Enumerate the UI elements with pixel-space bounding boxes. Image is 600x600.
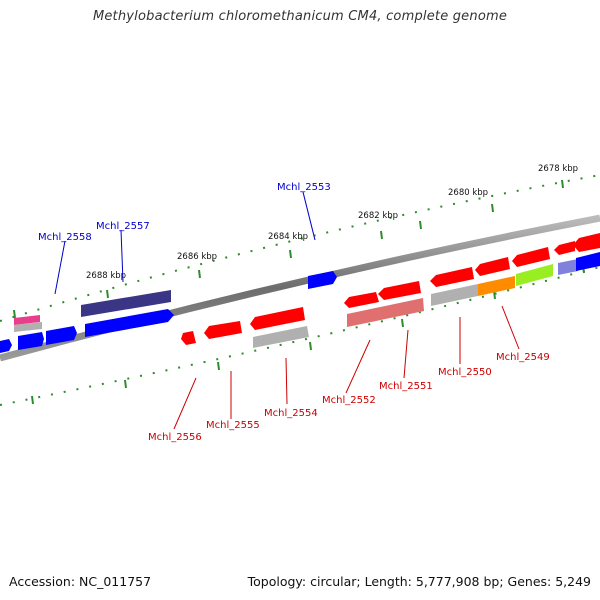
gene-label-mchl-2554: Mchl_2554 [264,408,318,419]
gene-label-mchl-2549: Mchl_2549 [496,352,550,363]
accession-text: Accession: NC_011757 [9,574,152,589]
gene-red-4 [344,292,379,308]
gene-orange [478,276,515,296]
scale-label-2686: 2686 kbp [177,252,217,262]
forward-leaders [54,191,316,295]
scale-label-2688: 2688 kbp [86,271,126,281]
gene-grey-2 [431,284,478,306]
gene-red-3 [250,307,305,330]
gene-grey-small [14,322,42,332]
gene-grey-1 [253,326,309,348]
gene-blue-small-b [46,326,77,345]
gene-label-mchl-2557: Mchl_2557 [96,221,150,232]
major-ticks [13,179,585,405]
gene-blue-edge [0,339,12,353]
map-title: Methylobacterium chloromethanicum CM4, c… [92,9,508,24]
genome-summary-text: Topology: circular; Length: 5,777,908 bp… [247,574,591,589]
gene-pink [14,315,40,325]
reverse-strand-genes [181,233,600,348]
gene-salmon [347,298,424,327]
gene-red-10 [573,233,600,252]
gene-label-mchl-2558: Mchl_2558 [38,232,92,243]
gene-label-mchl-2550: Mchl_2550 [438,367,492,378]
gene-blue-small-a [18,332,44,350]
gene-label-mchl-2556: Mchl_2556 [148,432,202,443]
scale-label-2684: 2684 kbp [268,232,308,242]
gene-red-2 [204,321,242,339]
gene-navy [81,290,171,317]
gene-blue-right [576,252,600,271]
scale-label-2680: 2680 kbp [448,188,488,198]
gene-red-6 [430,267,474,287]
genome-backbone [0,214,600,362]
gene-lime [516,264,553,286]
gene-red-5 [378,281,421,300]
gene-red-1 [181,331,196,345]
gene-lavender [558,259,578,275]
gene-red-7 [475,257,510,276]
reverse-leaders [173,305,520,430]
gene-blue-mid [308,271,337,289]
gene-label-mchl-2551: Mchl_2551 [379,381,433,392]
gene-label-mchl-2555: Mchl_2555 [206,420,260,431]
outer-scale-track [0,174,600,322]
gene-red-9 [554,241,575,255]
gene-blue-long [85,309,174,337]
gene-red-8 [512,247,550,267]
scale-label-2678: 2678 kbp [538,164,578,174]
gene-label-mchl-2552: Mchl_2552 [322,395,376,406]
forward-strand-genes [0,252,600,353]
scale-label-2682: 2682 kbp [358,211,398,221]
gene-label-mchl-2553: Mchl_2553 [277,182,331,193]
